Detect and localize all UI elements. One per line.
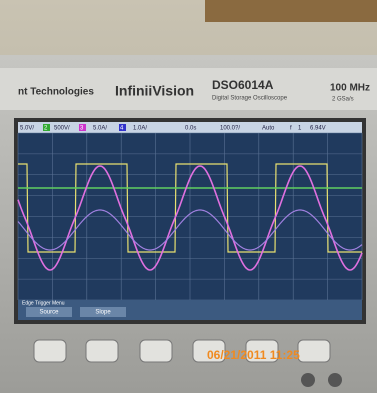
softkey[interactable] (34, 340, 66, 362)
company: nt Technologies (18, 87, 94, 98)
knob[interactable] (301, 373, 315, 387)
softkey-text: Slope (95, 310, 111, 316)
sample-rate: 2 GSa/s (332, 97, 354, 103)
status-item: Auto (262, 126, 275, 132)
series: InfiniiVision (115, 83, 194, 99)
photo: nt Technologies InfiniiVision DSO6014A D… (0, 0, 377, 393)
status-item: 5.0V/ (20, 126, 34, 132)
status-item: 1.0A/ (133, 126, 147, 132)
status-item: 0.0s (185, 126, 196, 132)
model: DSO6014A (212, 78, 274, 92)
description: Digital Storage Oscilloscope (212, 96, 288, 102)
softkey[interactable] (140, 340, 172, 362)
knob[interactable] (328, 373, 342, 387)
menu-title: Edge Trigger Menu (22, 300, 65, 306)
status-item: 6.94V (310, 126, 326, 132)
frame (205, 0, 377, 22)
softkey[interactable] (86, 340, 118, 362)
softkey[interactable] (298, 340, 330, 362)
status-item: 100.0?/ (220, 126, 240, 132)
bandwidth: 100 MHz (330, 83, 370, 94)
status-item: 500V/ (54, 126, 70, 132)
softkey-text: Source (39, 310, 59, 316)
timestamp: 06/21/2011 11:25 (207, 348, 300, 362)
status-item: 5.0A/ (93, 126, 107, 132)
